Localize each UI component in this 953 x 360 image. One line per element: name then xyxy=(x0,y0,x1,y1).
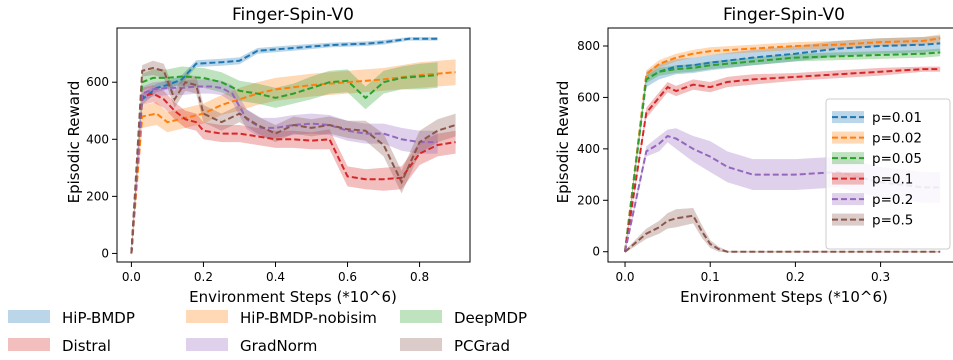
bottom-legend-swatch xyxy=(400,310,442,323)
y-tick-label: 600 xyxy=(577,90,600,104)
x-tick-label: 0.6 xyxy=(338,270,357,284)
bottom-legend-label: GradNorm xyxy=(240,337,317,355)
chart-right-xlabel: Environment Steps (*10^6) xyxy=(680,288,888,306)
x-tick-label: 0.2 xyxy=(786,270,805,284)
series-line-right-1 xyxy=(624,37,941,252)
bottom-legend-label: HiP-BMDP xyxy=(62,309,135,327)
y-tick-label: 0 xyxy=(101,246,109,260)
series-line-left-0 xyxy=(130,37,438,254)
series-line-right-2 xyxy=(624,51,941,252)
series-line-left-2 xyxy=(130,74,438,254)
bottom-legend-label: PCGrad xyxy=(454,337,510,355)
chart-left-frame xyxy=(116,27,471,263)
legend-swatch xyxy=(832,131,864,144)
chart-right-x-ticks: 0.0 0.1 0.2 0.3 xyxy=(615,262,890,284)
bottom-legend: HiP-BMDP HiP-BMDP-nobisim DeepMDP Distral Gr… xyxy=(8,309,527,355)
x-tick-label: 0.0 xyxy=(122,270,141,284)
series-line-left-4 xyxy=(130,85,438,254)
bottom-legend-label: Distral xyxy=(62,337,111,355)
series-line-left-3 xyxy=(130,92,456,254)
y-tick-label: 600 xyxy=(86,75,109,89)
y-tick-label: 800 xyxy=(577,39,600,53)
legend-swatch xyxy=(832,172,864,185)
legend-label: p=0.05 xyxy=(872,151,922,167)
series-band-right-4 xyxy=(625,128,941,253)
legend-frame xyxy=(825,98,951,250)
bottom-legend-swatch xyxy=(400,338,442,351)
bottom-legend-label: DeepMDP xyxy=(454,309,527,327)
legend-label: p=0.01 xyxy=(872,110,922,126)
series-line-left-5 xyxy=(130,66,456,254)
legend-label: p=0.02 xyxy=(872,131,922,147)
x-tick-label: 0.8 xyxy=(410,270,429,284)
series-line-right-0 xyxy=(624,42,941,252)
legend-swatch xyxy=(832,213,864,226)
bottom-legend-swatch xyxy=(8,310,50,323)
y-tick-label: 400 xyxy=(86,132,109,146)
x-tick-label: 0.0 xyxy=(615,270,634,284)
chart-left-plot-area xyxy=(130,37,456,255)
chart-left-xlabel: Environment Steps (*10^6) xyxy=(189,288,397,306)
legend-swatch xyxy=(832,111,864,124)
bottom-legend-swatch xyxy=(8,338,50,351)
bottom-legend-swatch xyxy=(186,310,228,323)
x-tick-label: 0.1 xyxy=(701,270,720,284)
y-tick-label: 200 xyxy=(577,193,600,207)
x-tick-label: 0.3 xyxy=(871,270,890,284)
series-line-right-3 xyxy=(624,68,941,252)
legend-label: p=0.2 xyxy=(872,192,913,208)
series-line-right-5 xyxy=(624,214,941,253)
chart-right-y-ticks: 0 200 400 600 800 xyxy=(577,39,608,259)
series-line-left-1 xyxy=(130,71,456,254)
chart-left-y-ticks: 0 200 400 600 xyxy=(86,75,117,260)
bottom-legend-label: HiP-BMDP-nobisim xyxy=(240,309,377,327)
series-band-left-2 xyxy=(131,62,438,255)
legend-label: p=0.5 xyxy=(872,213,913,229)
chart-right: Finger-Spin-V0 Episodic Reward Environme… xyxy=(554,5,953,306)
chart-left: Finger-Spin-V0 Episodic Reward Environme… xyxy=(65,5,471,306)
bottom-legend-swatch xyxy=(186,338,228,351)
y-tick-label: 400 xyxy=(577,142,600,156)
legend-swatch xyxy=(832,193,864,206)
x-tick-label: 0.2 xyxy=(194,270,213,284)
chart-left-title: Finger-Spin-V0 xyxy=(232,5,354,25)
chart-left-x-ticks: 0.0 0.2 0.4 0.6 0.8 xyxy=(122,262,429,284)
series-band-left-1 xyxy=(131,59,456,255)
x-tick-label: 0.4 xyxy=(266,270,285,284)
chart-right-title: Finger-Spin-V0 xyxy=(723,5,845,25)
y-tick-label: 0 xyxy=(592,245,600,259)
chart-right-frame xyxy=(607,27,953,263)
series-band-left-3 xyxy=(131,85,456,255)
y-tick-label: 200 xyxy=(86,189,109,203)
legend-swatch xyxy=(832,152,864,165)
series-band-left-4 xyxy=(131,79,438,255)
legend-label: p=0.1 xyxy=(872,172,913,188)
chart-right-legend: p=0.01 p=0.02 p=0.05 p=0.1 p=0.2 p=0.5 xyxy=(825,98,951,250)
chart-left-ylabel: Episodic Reward xyxy=(65,81,83,204)
chart-right-ylabel: Episodic Reward xyxy=(554,81,572,204)
